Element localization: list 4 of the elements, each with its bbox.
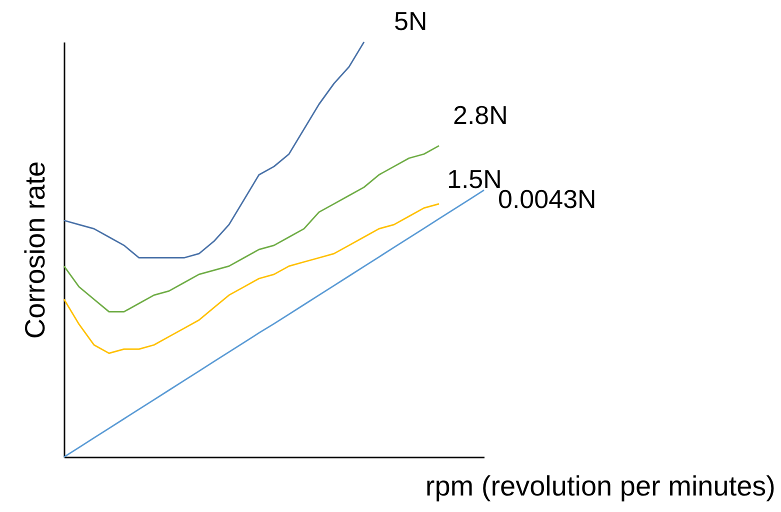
series-label: 5N bbox=[394, 6, 428, 36]
series-label: 2.8N bbox=[453, 100, 508, 130]
x-axis-title: rpm (revolution per minutes) bbox=[425, 470, 776, 502]
y-axis-title: Corrosion rate bbox=[20, 161, 50, 339]
